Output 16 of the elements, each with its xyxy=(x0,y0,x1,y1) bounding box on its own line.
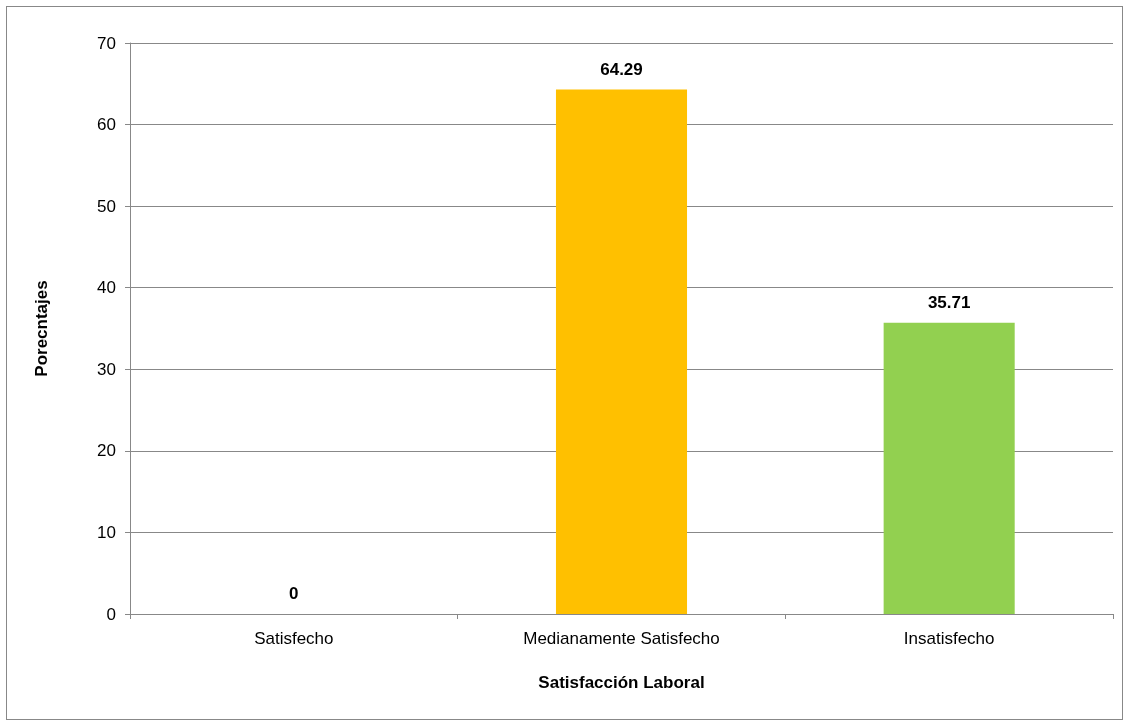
x-axis-title: Satisfacción Laboral xyxy=(538,673,705,692)
y-tick-label: 50 xyxy=(97,196,116,216)
y-tick-label: 0 xyxy=(106,604,116,624)
data-label: 0 xyxy=(289,584,299,603)
y-axis-title: Porecntajes xyxy=(32,280,51,377)
data-label: 64.29 xyxy=(600,59,643,79)
x-tick-label: Medianamente Satisfecho xyxy=(523,629,720,648)
data-label: 35.71 xyxy=(927,292,971,312)
x-tick-label: Satisfecho xyxy=(254,629,334,648)
y-tick-label: 60 xyxy=(97,115,116,135)
x-tick-label: Insatisfecho xyxy=(903,629,995,648)
y-tick-label: 70 xyxy=(97,33,116,53)
y-tick-label: 20 xyxy=(97,441,116,461)
y-tick-label: 30 xyxy=(97,359,116,379)
y-tick-label: 10 xyxy=(97,522,116,542)
y-tick-label: 40 xyxy=(97,278,116,298)
